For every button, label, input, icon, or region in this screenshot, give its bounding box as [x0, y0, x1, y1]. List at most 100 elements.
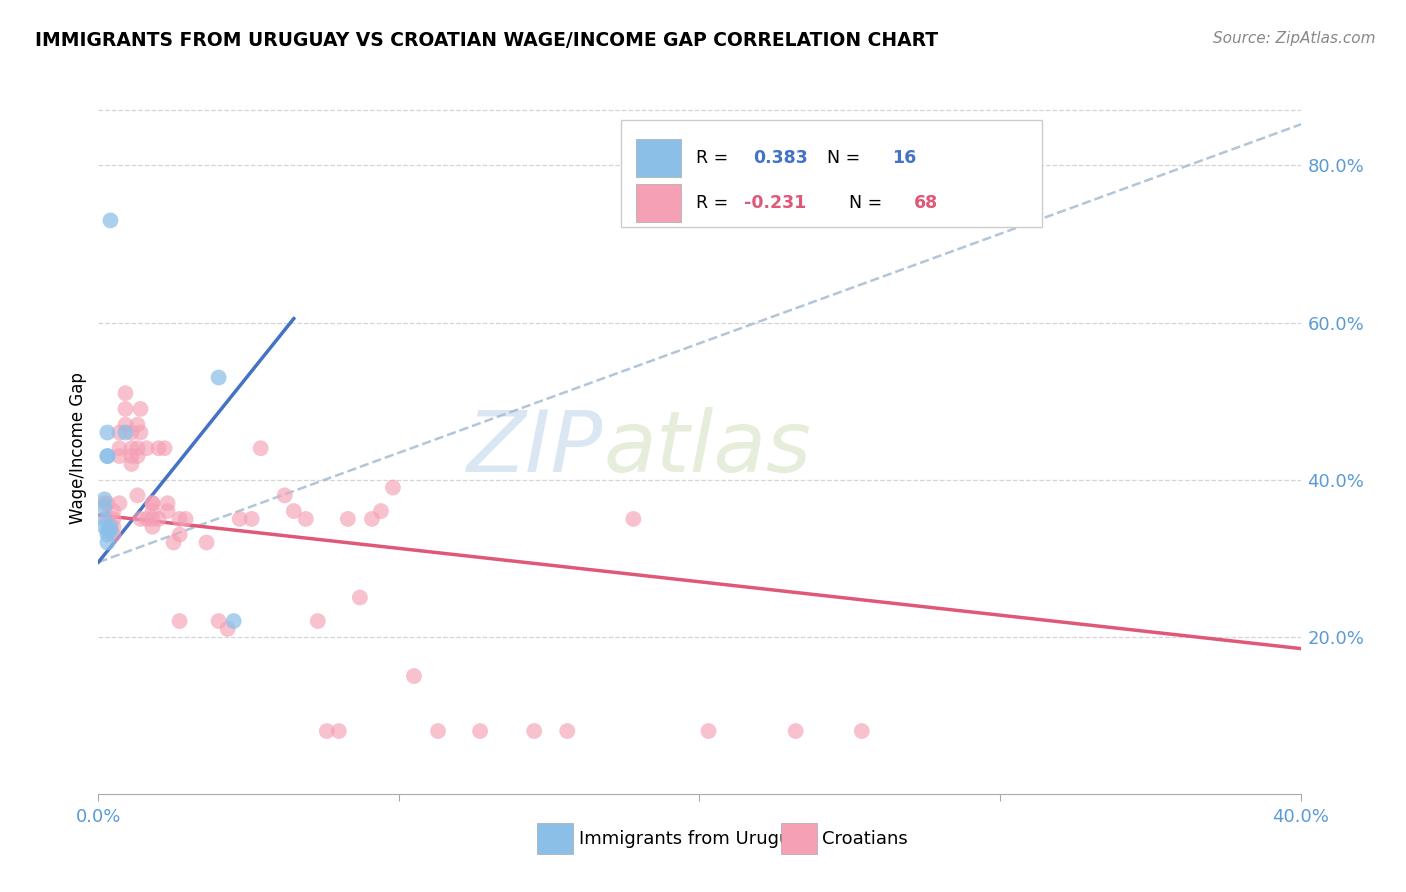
Point [148, 512, 170, 526]
Point [103, 504, 125, 518]
Text: R =: R = [696, 194, 734, 211]
Point [328, 724, 350, 739]
Bar [782, 823, 817, 855]
Point [129, 401, 152, 416]
Point [127, 488, 149, 502]
Point [169, 527, 191, 541]
Point [141, 496, 163, 510]
Point [141, 520, 163, 534]
Text: ZIP: ZIP [467, 407, 603, 490]
Point [103, 520, 125, 534]
Point [208, 370, 231, 384]
Point [93, 512, 115, 526]
Point [153, 441, 176, 455]
Point [785, 724, 807, 739]
FancyBboxPatch shape [621, 120, 1042, 227]
Point [851, 724, 873, 739]
Bar [537, 823, 574, 855]
Point [169, 614, 191, 628]
Point [621, 512, 644, 526]
Point [141, 496, 163, 510]
Point [222, 614, 245, 628]
Point [240, 512, 263, 526]
Text: Croatians: Croatians [823, 830, 908, 847]
Point [162, 535, 184, 549]
Y-axis label: Wage/Income Gap: Wage/Income Gap [69, 372, 87, 524]
Point [697, 724, 720, 739]
Point [228, 512, 250, 526]
Point [96, 527, 118, 541]
Point [96, 425, 118, 440]
Point [121, 449, 143, 463]
Point [93, 500, 115, 515]
Point [349, 591, 371, 605]
Point [121, 457, 143, 471]
Point [103, 512, 125, 526]
Point [96, 535, 118, 549]
Point [103, 527, 125, 541]
Point [148, 441, 170, 455]
Point [169, 512, 191, 526]
Point [127, 441, 149, 455]
Point [427, 724, 450, 739]
Point [307, 614, 329, 628]
Point [96, 449, 118, 463]
Point [141, 504, 163, 518]
Point [195, 535, 218, 549]
Point [249, 441, 271, 455]
Point [108, 441, 131, 455]
Text: -0.231: -0.231 [744, 194, 806, 211]
Point [129, 512, 152, 526]
Text: Immigrants from Uruguay: Immigrants from Uruguay [579, 830, 813, 847]
Point [283, 504, 305, 518]
Point [93, 492, 115, 507]
Point [370, 504, 392, 518]
Point [114, 417, 136, 432]
Text: N =: N = [815, 149, 866, 167]
Point [402, 669, 425, 683]
Text: IMMIGRANTS FROM URUGUAY VS CROATIAN WAGE/INCOME GAP CORRELATION CHART: IMMIGRANTS FROM URUGUAY VS CROATIAN WAGE… [35, 31, 938, 50]
Point [361, 512, 384, 526]
Point [93, 496, 115, 510]
Point [468, 724, 491, 739]
Point [156, 504, 179, 518]
Point [108, 449, 131, 463]
Point [217, 622, 239, 636]
Point [93, 520, 115, 534]
Point [114, 401, 136, 416]
Point [336, 512, 359, 526]
Point [100, 213, 122, 227]
Point [274, 488, 297, 502]
Point [100, 524, 122, 538]
Point [114, 425, 136, 440]
Point [156, 496, 179, 510]
Bar [636, 184, 682, 222]
Text: R =: R = [696, 149, 740, 167]
Point [174, 512, 197, 526]
Point [315, 724, 337, 739]
Text: 0.383: 0.383 [754, 149, 808, 167]
Point [114, 386, 136, 401]
Point [129, 425, 152, 440]
Point [108, 496, 131, 510]
Text: 16: 16 [891, 149, 917, 167]
Text: N =: N = [838, 194, 887, 211]
Point [108, 425, 131, 440]
Point [96, 512, 118, 526]
Point [135, 441, 157, 455]
Point [523, 724, 546, 739]
Point [127, 417, 149, 432]
Point [141, 512, 163, 526]
Point [294, 512, 316, 526]
Point [96, 496, 118, 510]
Text: atlas: atlas [603, 407, 811, 490]
Point [96, 449, 118, 463]
Point [208, 614, 231, 628]
Point [96, 524, 118, 538]
Text: 68: 68 [914, 194, 938, 211]
Point [555, 724, 578, 739]
Point [381, 481, 404, 495]
Point [100, 520, 122, 534]
Point [121, 441, 143, 455]
Point [121, 425, 143, 440]
